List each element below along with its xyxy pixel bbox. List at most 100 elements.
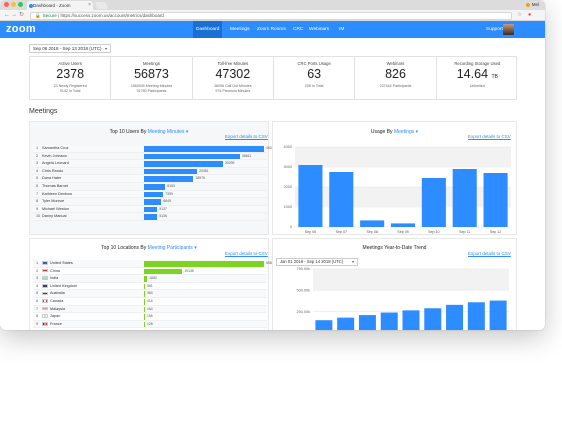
value-label: 59850: [266, 261, 276, 265]
value-bar: [144, 183, 166, 190]
nav-zoom-rooms[interactable]: Zoom Rooms: [257, 27, 286, 32]
export-csv-link[interactable]: Export details to CSV: [225, 134, 268, 139]
stat-sub: Unlimited: [469, 84, 485, 88]
stat-sub: 1560949 Meeting Minutes: [130, 84, 173, 88]
list-item[interactable]: 5 Australia 384: [33, 290, 267, 298]
list-item[interactable]: 4 Chris Rando 20351: [33, 168, 267, 176]
stat-webinars[interactable]: Webinars 826 237444 Participants: [355, 57, 437, 99]
forward-icon[interactable]: →: [11, 12, 17, 18]
value-label: 6649: [163, 199, 171, 204]
new-tab-button[interactable]: [94, 2, 109, 9]
stat-title: Toll-free Minutes: [217, 61, 249, 66]
y-tick-label: 4000: [284, 145, 292, 149]
stat-toll-free-minutes[interactable]: Toll-free Minutes 47302 36096 Call Out M…: [193, 57, 274, 99]
list-item[interactable]: 1 United States 59850: [33, 260, 275, 268]
jp-flag-icon: [42, 314, 48, 318]
browser-tab[interactable]: Dashboard - Zoom ×: [27, 1, 93, 10]
stat-value: 826: [385, 67, 406, 81]
item-name: Chris Rando: [42, 168, 64, 173]
value-label: 1652: [149, 276, 157, 281]
bar: [337, 317, 355, 330]
list-item[interactable]: 2 Kevin Johnson 36811: [33, 153, 267, 161]
list-item[interactable]: 8 Tyler Monroe 6649: [33, 198, 267, 206]
list-item[interactable]: 5 Dana Hater 18976: [33, 175, 267, 183]
zoom-logo[interactable]: zoom: [6, 23, 36, 35]
value-bar: [144, 314, 145, 320]
bar: [360, 220, 385, 227]
url-input[interactable]: 🔒 Secure | https://success.zoom.us/accoun…: [30, 11, 512, 20]
list-item[interactable]: 9 France 128: [33, 320, 267, 329]
export-csv-link[interactable]: Export details to CSV: [468, 251, 511, 256]
usage-metric-dropdown[interactable]: Meetings: [393, 129, 415, 135]
nav-dashboard[interactable]: Dashboard: [193, 21, 223, 38]
metric-dropdown[interactable]: Meeting Minutes: [147, 129, 185, 135]
stat-recording-storage[interactable]: Recording Storage Used 14.64 TB Unlimite…: [437, 57, 518, 99]
list-item[interactable]: 6 Thomas Barnet 8153: [33, 183, 267, 191]
browser-tab-bar: Dashboard - Zoom × Mel: [0, 0, 545, 10]
list-item[interactable]: 1 Samantha Cruz 46011: [33, 145, 275, 153]
value-bar: [144, 261, 264, 267]
stat-sub: 91780 Participants: [136, 89, 167, 93]
bookmark-star-icon[interactable]: ☆: [517, 12, 522, 18]
list-item[interactable]: 7 Kathleen Denbow 7399: [33, 190, 267, 199]
back-icon[interactable]: ←: [4, 12, 10, 18]
bar: [421, 178, 446, 227]
secure-label: Secure: [42, 12, 57, 18]
tab-title: Dashboard - Zoom: [33, 3, 71, 8]
nav-crc[interactable]: CRC: [293, 27, 304, 32]
list-item[interactable]: 8 Japan 155: [33, 313, 267, 321]
browser-profile[interactable]: Mel: [525, 1, 539, 9]
value-bar: [144, 146, 264, 152]
list-item[interactable]: 3 India 1652: [33, 275, 267, 283]
list-item[interactable]: 3 Angela Leonard 30299: [33, 160, 267, 168]
reload-icon[interactable]: ↻: [19, 12, 25, 18]
stat-active-users[interactable]: Active Users 2378 23 Newly Registered 91…: [30, 57, 112, 99]
top-users-panel: Top 10 Users By Meeting Minutes ▾ Export…: [29, 121, 275, 235]
y-tick-label: 3000: [284, 165, 292, 169]
extension-icon[interactable]: ●: [528, 12, 532, 18]
location-metric-dropdown[interactable]: Meeting Participants: [147, 245, 193, 251]
bar: [483, 173, 508, 227]
value-bar: [144, 161, 224, 167]
list-item[interactable]: 10 Danny Manual 5136: [33, 213, 267, 221]
x-tick-label: Sep 06: [305, 230, 316, 234]
y-tick-label: 250.00k: [296, 310, 310, 314]
support-link[interactable]: Support: [486, 27, 503, 32]
y-tick-label: 500.00k: [296, 289, 310, 293]
nav-webinars[interactable]: Webinars: [309, 27, 330, 32]
nav-im[interactable]: IM: [339, 27, 345, 32]
list-item[interactable]: 7 Malaysia 164: [33, 305, 267, 314]
trend-title: Meetings Year-to-Date Trend: [362, 245, 427, 251]
export-csv-link[interactable]: Export details to CSV: [468, 134, 511, 139]
value-label: 5136: [159, 214, 167, 219]
bar: [446, 304, 464, 330]
top-users-title: Top 10 Users By Meeting Minutes ▾: [109, 129, 189, 135]
item-name: Canada: [42, 298, 63, 305]
value-bar: [144, 199, 162, 205]
export-csv-link[interactable]: Export details to CSV: [225, 251, 268, 256]
value-label: 164: [147, 306, 153, 311]
my-flag-icon: [42, 306, 48, 311]
date-range-select[interactable]: Sep 06 2018 - Sep 13 2018 (UTC) ▾: [29, 44, 111, 53]
stat-sub: 974 Premium Minutes: [215, 89, 251, 93]
close-window-icon[interactable]: [4, 2, 9, 7]
y-tick-label: 2000: [284, 185, 292, 189]
stat-crc-ports[interactable]: CRC Ports Usage 63 208 In Total: [274, 57, 356, 99]
minimize-window-icon[interactable]: [11, 2, 16, 7]
nav-meetings[interactable]: Meetings: [230, 27, 250, 32]
close-tab-icon[interactable]: ×: [88, 2, 91, 8]
list-item[interactable]: 6 Canada 416: [33, 298, 267, 306]
list-item[interactable]: 2 China 19135: [33, 268, 267, 276]
stat-unit: TB: [491, 74, 498, 80]
list-item[interactable]: 9 Michael Weston 5137: [33, 205, 267, 214]
item-name: United Kingdom: [42, 283, 77, 290]
profile-name: Mel: [531, 2, 539, 7]
stat-sub: 208 In Total: [304, 84, 324, 88]
stat-meetings[interactable]: Meetings 56873 1560949 Meeting Minutes 9…: [111, 57, 193, 99]
avatar[interactable]: [503, 24, 514, 35]
top-users-list: 1 Samantha Cruz 46011 2 Kevin Johnson 36811 3 A…: [33, 145, 275, 221]
trend-date-range-select[interactable]: Jan 01 2018 - Sep 14 2018 (UTC) ▾: [276, 258, 358, 266]
maximize-window-icon[interactable]: [18, 2, 23, 7]
trend-date-range-value: Jan 01 2018 - Sep 14 2018 (UTC): [280, 259, 344, 264]
list-item[interactable]: 4 United Kingdom 561: [33, 283, 267, 291]
